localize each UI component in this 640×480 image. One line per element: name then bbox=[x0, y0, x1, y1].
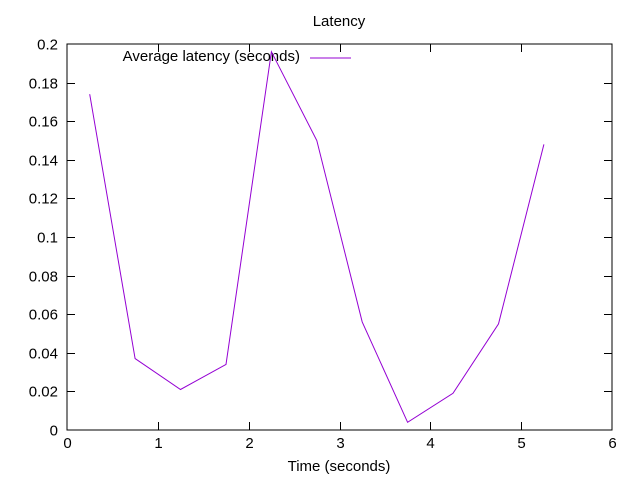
x-tick-label: 1 bbox=[154, 435, 162, 452]
legend: Average latency (seconds) bbox=[123, 48, 351, 65]
legend-label: Average latency (seconds) bbox=[123, 48, 300, 65]
y-tick-label: 0.12 bbox=[29, 191, 58, 208]
y-tick-label: 0.1 bbox=[37, 230, 58, 247]
plot-border bbox=[66, 43, 613, 431]
chart-title: Latency bbox=[313, 13, 366, 30]
x-axis: 0 1 2 3 4 5 6 bbox=[63, 44, 617, 452]
x-tick-label: 5 bbox=[517, 435, 525, 452]
plot-area bbox=[66, 43, 613, 431]
y-tick-label: 0 bbox=[50, 423, 58, 440]
x-axis-label: Time (seconds) bbox=[288, 458, 391, 475]
y-axis: 0 0.02 0.04 0.06 0.08 0.1 0.12 0.14 0.16 0.18 0.2 bbox=[29, 37, 612, 440]
x-tick-label: 2 bbox=[245, 435, 253, 452]
x-tick-label: 0 bbox=[63, 435, 71, 452]
y-tick-label: 0.14 bbox=[29, 153, 58, 170]
x-tick-label: 3 bbox=[336, 435, 344, 452]
y-tick-label: 0.06 bbox=[29, 307, 58, 324]
y-tick-label: 0.08 bbox=[29, 269, 58, 286]
y-tick-label: 0.18 bbox=[29, 76, 58, 93]
x-tick-label: 4 bbox=[426, 435, 434, 452]
y-tick-label: 0.04 bbox=[29, 346, 58, 363]
x-tick-label: 6 bbox=[608, 435, 616, 452]
y-tick-label: 0.02 bbox=[29, 384, 58, 401]
series-line-average-latency bbox=[89, 50, 545, 424]
y-tick-label: 0.2 bbox=[37, 37, 58, 54]
y-tick-label: 0.16 bbox=[29, 114, 58, 131]
